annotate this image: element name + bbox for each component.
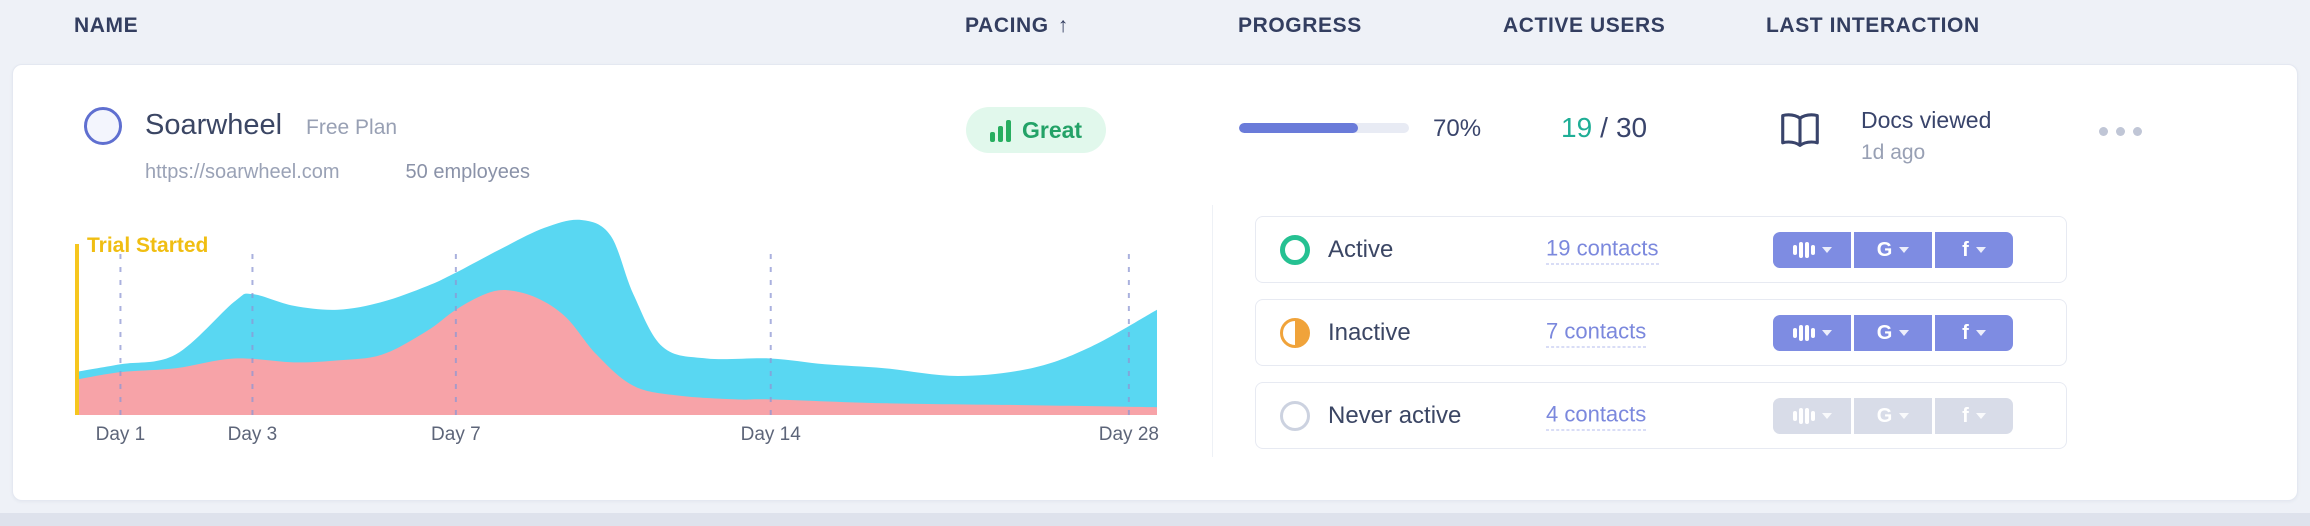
chevron-down-icon [1975,246,1986,253]
intercom-icon [1792,241,1815,258]
facebook-icon: f [1962,238,1969,261]
chevron-down-icon [1975,412,1986,419]
company-plan-badge: Free Plan [306,116,398,139]
facebook-filter-button: f [1935,397,2013,434]
status-label-inactive: Inactive [1328,318,1411,346]
last-interaction-event: Docs viewed [1861,107,1992,133]
inactive-status-icon [1280,317,1310,348]
company-avatar [84,107,122,145]
panel-divider [1212,205,1213,457]
chevron-down-icon [1975,329,1986,336]
progress-percent: 70% [1433,115,1482,142]
column-header-active-users[interactable]: ACTIVE USERS [1503,14,1666,37]
chevron-down-icon [1821,329,1832,336]
x-axis-label: Day 3 [227,424,278,445]
company-employees: 50 employees [405,161,531,183]
next-row-peek [0,513,2310,526]
contact-status-panel: Active 19 contacts G f Inactive [1255,216,2067,465]
google-icon: G [1876,321,1893,344]
bar-chart-icon [990,119,1011,142]
company-name: Soarwheel [145,109,283,141]
x-axis-label: Day 7 [431,424,481,445]
status-row-active: Active 19 contacts G f [1255,216,2067,283]
facebook-icon: f [1962,321,1969,344]
series-pink-area [75,290,1157,415]
chevron-down-icon [1821,412,1832,419]
column-header-pacing[interactable]: PACING ↑ [965,14,1069,38]
active-integrations-group: G f [1773,231,2013,268]
active-users-count: 19/30 [1561,112,1647,144]
active-status-icon [1280,234,1310,265]
facebook-filter-button[interactable]: f [1935,231,2013,268]
last-interaction-time: 1d ago [1861,141,1926,164]
google-filter-button[interactable]: G [1854,231,1932,268]
trial-activity-chart: Trial Started Day 1 Day 3 Day 7 Day 14 Day 2… [75,219,1159,460]
intercom-filter-button [1773,397,1851,434]
active-users-separator: / [1600,112,1608,143]
progress-bar [1239,123,1409,133]
status-label-never-active: Never active [1328,401,1462,429]
google-filter-button[interactable]: G [1854,314,1932,351]
intercom-icon [1792,407,1815,424]
company-subtitle-row: https://soarwheel.com 50 employees [145,161,530,184]
intercom-filter-button[interactable] [1773,314,1851,351]
inactive-integrations-group: G f [1773,314,2013,351]
table-header: NAME PACING ↑ PROGRESS ACTIVE USERS LAST … [0,0,2310,64]
never-active-integrations-group: G f [1773,397,2013,434]
x-axis-label: Day 1 [95,424,146,445]
x-axis-label: Day 14 [740,424,801,445]
column-header-progress[interactable]: PROGRESS [1238,14,1362,37]
active-users-total: 30 [1615,112,1648,143]
never-active-contacts-link[interactable]: 4 contacts [1546,401,1647,430]
column-header-last-interaction[interactable]: LAST INTERACTION [1766,14,1980,37]
trial-started-annotation: Trial Started [87,234,209,257]
sort-ascending-icon: ↑ [1057,14,1069,37]
chart-x-labels: Day 1 Day 3 Day 7 Day 14 Day 28 [75,424,1159,450]
status-row-inactive: Inactive 7 contacts G f [1255,299,2067,366]
active-contacts-link[interactable]: 19 contacts [1546,235,1659,264]
chevron-down-icon [1899,412,1910,419]
facebook-filter-button[interactable]: f [1935,314,2013,351]
column-header-pacing-label: PACING [965,14,1049,37]
google-icon: G [1876,238,1893,261]
chevron-down-icon [1899,246,1910,253]
chevron-down-icon [1821,246,1832,253]
status-row-never-active: Never active 4 contacts G f [1255,382,2067,449]
x-axis-label: Day 28 [1098,424,1159,445]
status-label-active: Active [1328,235,1394,263]
chevron-down-icon [1899,329,1910,336]
intercom-filter-button[interactable] [1773,231,1851,268]
trial-chart-svg [75,219,1157,415]
company-url-link[interactable]: https://soarwheel.com [145,161,340,183]
active-users-current: 19 [1561,112,1593,143]
google-filter-button: G [1854,397,1932,434]
pacing-badge: Great [966,107,1107,153]
intercom-icon [1792,324,1815,341]
book-icon [1781,113,1819,148]
column-header-name[interactable]: NAME [74,14,139,37]
google-icon: G [1876,404,1893,427]
customer-row-card: Soarwheel Free Plan https://soarwheel.co… [12,64,2298,501]
inactive-contacts-link[interactable]: 7 contacts [1546,318,1647,347]
never-active-status-icon [1280,400,1310,431]
progress-fill [1239,123,1358,133]
company-title-row: Soarwheel Free Plan [145,109,397,142]
row-menu-button[interactable] [2093,121,2148,142]
pacing-badge-label: Great [1022,116,1083,143]
facebook-icon: f [1962,404,1969,427]
